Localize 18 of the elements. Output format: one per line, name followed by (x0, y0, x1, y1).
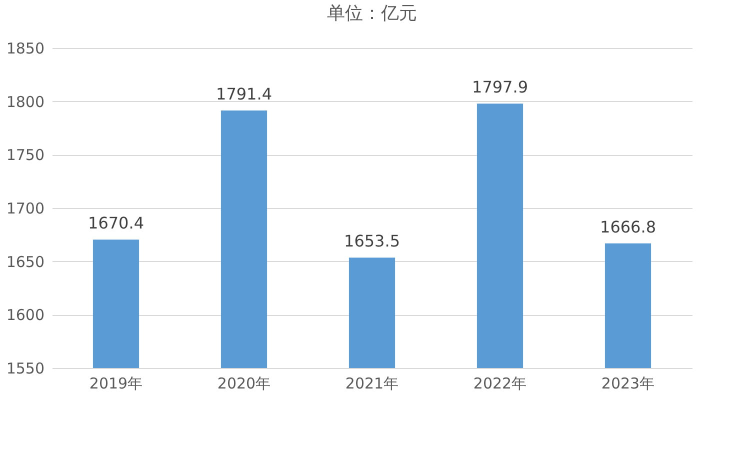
x-tick-label: 2022年 (473, 374, 527, 392)
x-tick-label: 2019年 (89, 374, 143, 392)
y-tick-label: 1850 (6, 40, 44, 58)
y-tick-label: 1550 (6, 360, 44, 378)
y-tick-label: 1600 (6, 306, 44, 324)
data-label: 1666.8 (600, 217, 656, 236)
chart-title: 单位：亿元 (327, 3, 417, 24)
y-tick-label: 1800 (6, 92, 44, 111)
data-label: 1791.4 (216, 84, 272, 104)
data-label: 1670.4 (88, 214, 144, 233)
data-label: 1797.9 (472, 78, 528, 97)
y-tick-label: 1700 (6, 200, 44, 218)
data-label: 1653.5 (344, 232, 400, 251)
x-tick-label: 2023年 (601, 374, 655, 392)
y-tick-label: 1650 (6, 252, 44, 271)
x-tick-label: 2020年 (217, 374, 271, 392)
x-tick-label: 2021年 (345, 374, 399, 392)
y-tick-label: 1750 (6, 146, 44, 164)
